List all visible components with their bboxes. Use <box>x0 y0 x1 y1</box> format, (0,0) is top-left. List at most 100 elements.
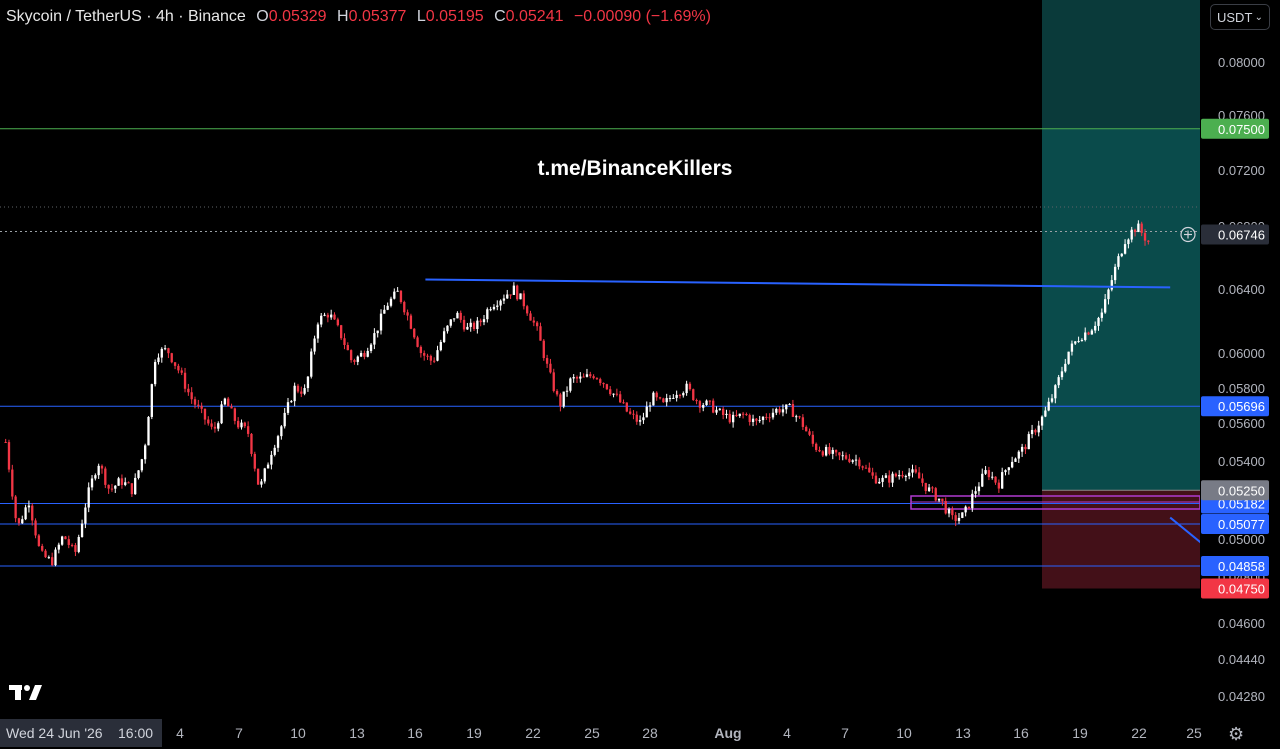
candle-body <box>522 293 526 307</box>
price-tick-label: 0.05000 <box>1218 532 1265 547</box>
candle-body <box>655 392 658 398</box>
candle-body <box>645 406 648 418</box>
candle-body <box>419 346 423 354</box>
candle-body <box>210 423 213 427</box>
candle-body <box>127 482 130 484</box>
candle-body <box>934 488 937 501</box>
close-value: 0.05241 <box>505 8 564 25</box>
candle-body <box>891 473 894 483</box>
candle-body <box>333 314 336 320</box>
stop-zone[interactable] <box>1042 490 1200 589</box>
candle-body <box>190 392 193 400</box>
candle-body <box>589 374 592 377</box>
target-zone[interactable] <box>1042 128 1200 491</box>
target-price-tag: 0.07500 <box>1218 122 1265 137</box>
time-axis[interactable]: 4 7 10 13 16 19 22 25 28 Aug 4 7 10 13 16 19 22 25 Wed 24 … <box>0 719 1202 747</box>
candle-body <box>582 376 585 378</box>
candle-body <box>280 426 283 437</box>
candle-body <box>692 389 695 400</box>
candle-body <box>349 350 353 361</box>
currency-selector[interactable]: USDT ⌄ <box>1210 4 1270 30</box>
candle-body <box>31 505 34 521</box>
candle-body <box>831 449 834 454</box>
candle-body <box>57 544 60 550</box>
candle-body <box>250 433 253 454</box>
candle-body <box>768 417 771 419</box>
candle-body <box>1017 451 1020 459</box>
candle-body <box>638 420 642 422</box>
candle-body <box>60 536 64 545</box>
candle-body <box>492 306 496 310</box>
high-value: 0.05377 <box>348 8 407 25</box>
gear-icon[interactable]: ⚙ <box>1228 724 1245 744</box>
candle-body <box>396 290 399 292</box>
candle-body <box>90 478 94 488</box>
candle-body <box>343 338 346 346</box>
candle-body <box>977 486 981 492</box>
candle-body <box>1057 377 1060 386</box>
candle-body <box>1037 425 1040 433</box>
price-axis[interactable]: 0.080000.076000.072000.068000.064000.060… <box>1180 0 1280 749</box>
candle-body <box>84 507 87 524</box>
price-tick-label: 0.04440 <box>1218 652 1265 667</box>
candle-body <box>1024 446 1027 450</box>
candle-body <box>994 476 997 483</box>
candle-body <box>51 557 54 566</box>
candle-body <box>512 285 516 295</box>
price-tick-label: 0.05800 <box>1218 381 1265 396</box>
candle-body <box>1070 343 1074 352</box>
candle-body <box>931 487 934 489</box>
candle-body <box>47 557 51 559</box>
candle-body <box>243 422 246 427</box>
candle-body <box>469 322 472 327</box>
candle-body <box>911 469 914 473</box>
candle-body <box>848 458 851 462</box>
candle-body <box>436 350 439 361</box>
candle-body <box>273 447 276 455</box>
candle-body <box>947 509 951 514</box>
candle-body <box>37 535 41 547</box>
candle-body <box>306 376 310 389</box>
candle-body <box>97 465 100 476</box>
candle-body <box>894 473 898 477</box>
candle-body <box>854 459 858 461</box>
candle-body <box>80 523 84 538</box>
tradingview-logo-icon[interactable] <box>9 683 43 701</box>
candle-body <box>602 382 605 385</box>
candle-body <box>383 309 386 314</box>
candle-body <box>416 337 419 347</box>
candle-body <box>951 509 954 516</box>
candle-body <box>698 401 702 408</box>
high-key: H <box>337 8 349 25</box>
candle-body <box>423 353 426 356</box>
candle-body <box>987 470 991 478</box>
candle-body <box>688 383 692 390</box>
candle-body <box>64 536 67 540</box>
candle-body <box>864 467 868 469</box>
candle-body <box>984 470 987 474</box>
candle-body <box>971 493 974 509</box>
candle-body <box>811 434 815 444</box>
candle-body <box>824 446 828 456</box>
candle-body <box>366 350 369 357</box>
candle-body <box>193 399 197 405</box>
position-zones[interactable] <box>1042 0 1200 589</box>
price-tick-label: 0.05400 <box>1218 454 1265 469</box>
candle-body <box>1130 229 1133 240</box>
candle-body <box>389 298 393 306</box>
candle-body <box>110 488 114 490</box>
add-alert-icon[interactable] <box>1180 226 1196 243</box>
candle-body <box>482 319 486 323</box>
candle-body <box>346 345 349 351</box>
candle-body <box>197 404 200 406</box>
time-tick-label: 19 <box>466 725 482 741</box>
level-price-tag-bg <box>1201 513 1269 534</box>
candle-body <box>1077 340 1080 342</box>
trendline[interactable] <box>425 278 1171 289</box>
candle-body <box>187 388 190 393</box>
candle-body <box>731 414 735 423</box>
level-price-tag: 0.05182 <box>1218 497 1265 512</box>
candle-body <box>755 418 758 421</box>
candle-body <box>7 442 11 470</box>
